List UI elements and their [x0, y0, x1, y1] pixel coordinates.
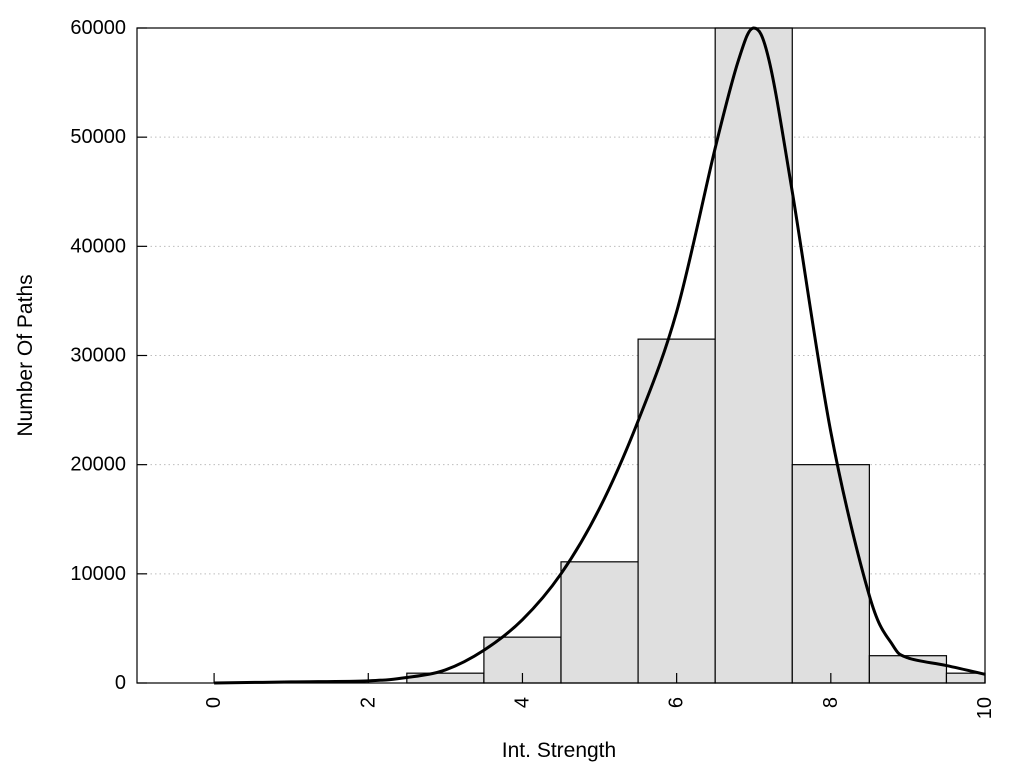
- x-axis-title: Int. Strength: [502, 739, 616, 762]
- histogram-bar: [868, 655, 948, 684]
- y-tick-label: 60000: [70, 17, 126, 39]
- x-tick-label: 10: [974, 697, 996, 719]
- histogram-bar: [791, 464, 870, 684]
- y-tick-labels: 0 10000 20000 30000 40000 50000 60000: [70, 17, 126, 694]
- x-tick-label: 8: [820, 697, 842, 708]
- x-tick-label: 6: [666, 697, 688, 708]
- y-tick-label: 0: [115, 672, 126, 694]
- y-tick-label: 40000: [70, 235, 126, 257]
- x-tick-labels: 0 2 4 6 8 10: [203, 697, 996, 719]
- density-curve: [214, 26, 986, 685]
- y-tick-label: 20000: [70, 454, 126, 476]
- histogram-bar: [945, 672, 986, 684]
- bars: [406, 27, 986, 684]
- y-tick-label: 10000: [70, 563, 126, 585]
- x-tick-label: 2: [357, 697, 379, 708]
- density-curve-layer: [214, 26, 986, 685]
- y-tick-label: 50000: [70, 126, 126, 148]
- histogram-bar: [637, 338, 716, 684]
- x-tick-label: 4: [511, 697, 533, 708]
- axis-ticks: [137, 27, 986, 684]
- y-axis-title: Number Of Paths: [14, 274, 37, 436]
- x-tick-label: 0: [203, 697, 225, 708]
- histogram-bar: [560, 561, 639, 684]
- y-tick-label: 30000: [70, 345, 126, 367]
